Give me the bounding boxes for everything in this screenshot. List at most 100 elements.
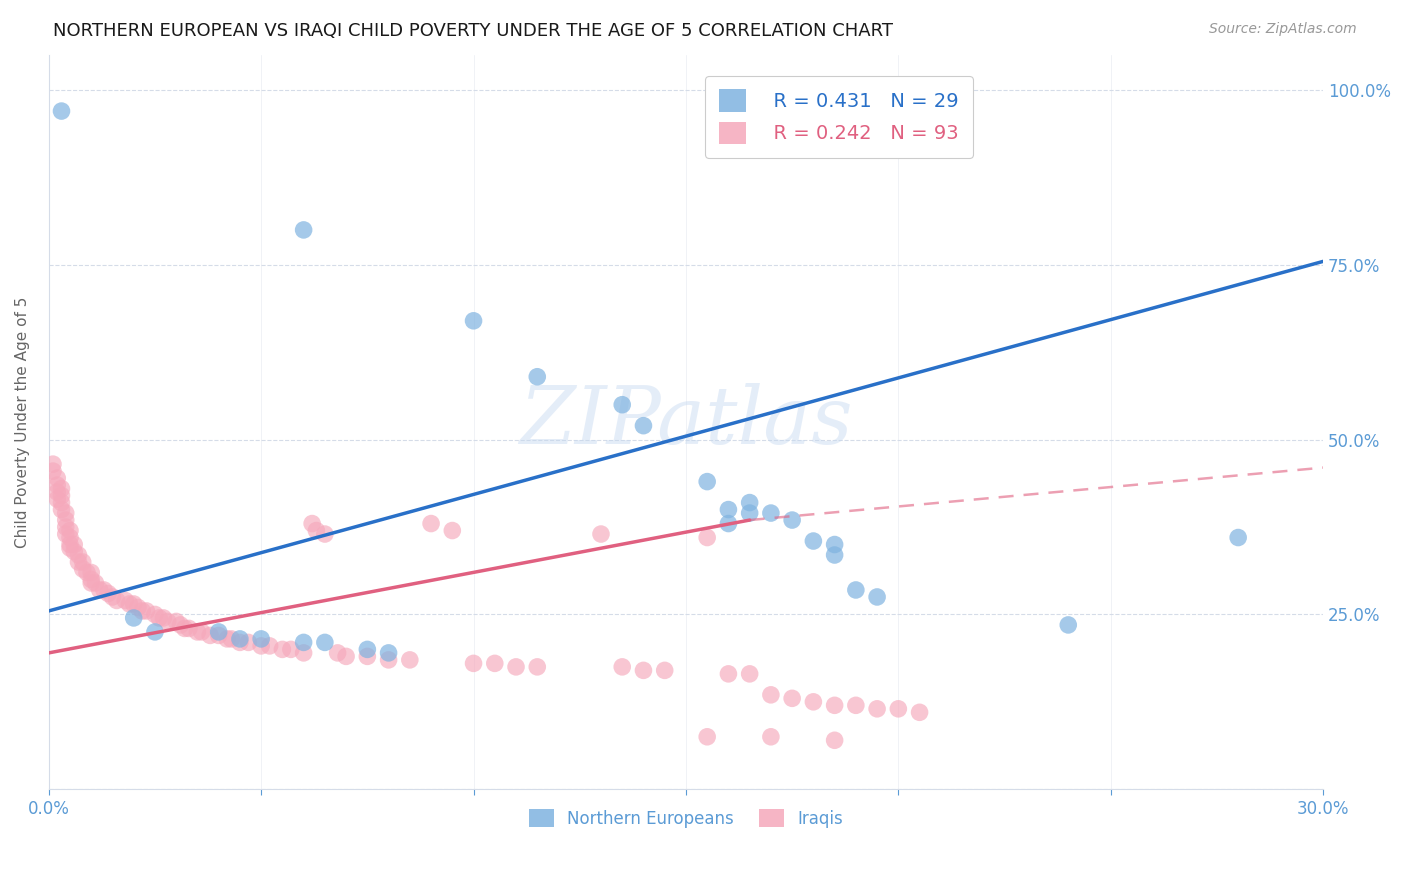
Point xyxy=(51,104,73,119)
Point xyxy=(229,635,252,649)
Point xyxy=(292,223,315,237)
Point xyxy=(152,611,174,625)
Point xyxy=(463,657,485,671)
Point xyxy=(67,548,90,562)
Point xyxy=(717,502,740,516)
Point xyxy=(42,464,65,478)
Point xyxy=(208,628,231,642)
Point xyxy=(866,590,889,604)
Point xyxy=(105,593,128,607)
Point xyxy=(420,516,443,531)
Point xyxy=(780,513,803,527)
Point xyxy=(51,482,73,496)
Point xyxy=(824,548,846,562)
Point xyxy=(356,642,378,657)
Point xyxy=(97,586,120,600)
Point xyxy=(51,502,73,516)
Point xyxy=(63,544,86,558)
Point xyxy=(803,695,825,709)
Point xyxy=(292,635,315,649)
Point xyxy=(526,369,548,384)
Point xyxy=(505,660,527,674)
Point xyxy=(148,611,170,625)
Point xyxy=(55,506,77,520)
Point xyxy=(51,489,73,503)
Point xyxy=(845,698,868,713)
Point xyxy=(738,666,761,681)
Point xyxy=(759,506,782,520)
Point xyxy=(612,398,634,412)
Point xyxy=(51,495,73,509)
Point xyxy=(866,702,889,716)
Point xyxy=(908,706,931,720)
Point xyxy=(80,566,103,580)
Point xyxy=(46,478,69,492)
Point xyxy=(59,531,82,545)
Point xyxy=(824,733,846,747)
Text: ZIPatlas: ZIPatlas xyxy=(519,384,852,461)
Point xyxy=(887,702,910,716)
Point xyxy=(696,475,718,489)
Point xyxy=(143,607,166,622)
Point xyxy=(67,555,90,569)
Point xyxy=(169,618,191,632)
Point xyxy=(654,664,676,678)
Point xyxy=(441,524,464,538)
Point xyxy=(127,600,149,615)
Point xyxy=(46,485,69,500)
Point xyxy=(280,642,302,657)
Point xyxy=(463,314,485,328)
Point xyxy=(301,516,323,531)
Legend: Northern Europeans, Iraqis: Northern Europeans, Iraqis xyxy=(520,801,852,836)
Point xyxy=(824,537,846,551)
Point xyxy=(780,691,803,706)
Point xyxy=(55,527,77,541)
Point xyxy=(76,566,98,580)
Point xyxy=(589,527,612,541)
Point xyxy=(612,660,634,674)
Point xyxy=(135,604,157,618)
Point xyxy=(122,597,145,611)
Point xyxy=(633,418,655,433)
Point xyxy=(803,534,825,549)
Point xyxy=(335,649,357,664)
Y-axis label: Child Poverty Under the Age of 5: Child Poverty Under the Age of 5 xyxy=(15,296,30,548)
Point xyxy=(55,513,77,527)
Point xyxy=(759,730,782,744)
Point xyxy=(55,520,77,534)
Point xyxy=(59,524,82,538)
Point xyxy=(122,611,145,625)
Point xyxy=(59,541,82,555)
Point xyxy=(314,527,336,541)
Point xyxy=(80,576,103,591)
Point xyxy=(484,657,506,671)
Point xyxy=(377,653,399,667)
Point xyxy=(271,642,294,657)
Point xyxy=(217,632,239,646)
Point xyxy=(89,582,111,597)
Point xyxy=(177,622,200,636)
Point xyxy=(42,457,65,471)
Point xyxy=(221,632,243,646)
Point xyxy=(80,573,103,587)
Point xyxy=(190,624,212,639)
Point xyxy=(1057,618,1080,632)
Point xyxy=(738,506,761,520)
Point xyxy=(759,688,782,702)
Point xyxy=(377,646,399,660)
Point xyxy=(526,660,548,674)
Point xyxy=(238,635,260,649)
Point xyxy=(696,730,718,744)
Point xyxy=(633,664,655,678)
Point xyxy=(93,582,115,597)
Point xyxy=(186,624,208,639)
Point xyxy=(63,537,86,551)
Point xyxy=(46,492,69,507)
Point xyxy=(398,653,420,667)
Point xyxy=(845,582,868,597)
Point xyxy=(696,531,718,545)
Point xyxy=(118,597,141,611)
Point xyxy=(72,555,94,569)
Point xyxy=(1227,531,1250,545)
Point xyxy=(259,639,281,653)
